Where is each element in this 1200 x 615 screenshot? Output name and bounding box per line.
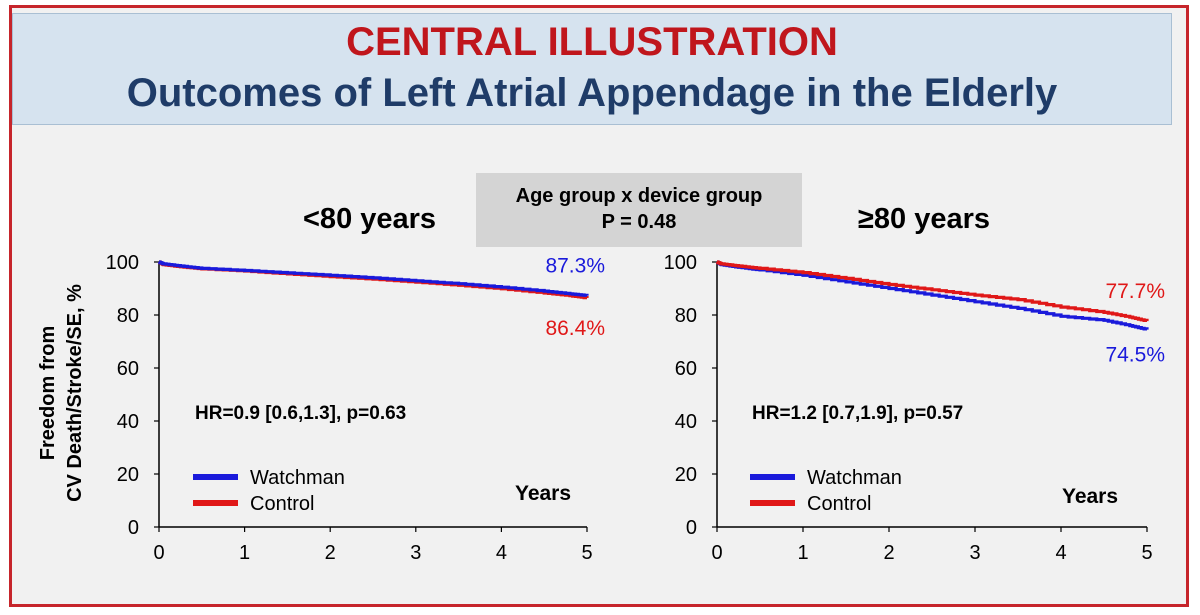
y-tick-label: 80 [117,305,139,327]
y-tick-label: 20 [675,464,697,486]
end-label-control: 77.7% [1105,280,1165,303]
y-tick-label: 60 [675,358,697,380]
x-axis-title: Years [1062,485,1118,508]
header-banner: CENTRAL ILLUSTRATION Outcomes of Left At… [12,13,1172,125]
y-tick-label: 0 [128,517,139,539]
x-tick-label: 0 [711,542,722,564]
series-line-watchman [716,260,1149,331]
x-tick-label: 1 [239,542,250,564]
x-tick-label: 5 [1141,542,1152,564]
end-label-watchman: 87.3% [545,255,605,278]
end-label-control: 86.4% [545,317,605,340]
series-line-watchman [158,260,589,297]
hazard-ratio-annotation: HR=0.9 [0.6,1.3], p=0.63 [195,403,406,424]
y-tick-label: 0 [686,517,697,539]
x-tick-label: 4 [1055,542,1066,564]
x-tick-label: 3 [969,542,980,564]
header-title: CENTRAL ILLUSTRATION [346,20,838,64]
y-tick-label: 20 [117,464,139,486]
panel-title-under80: <80 years [303,203,437,235]
legend-label-watchman: Watchman [250,467,345,489]
x-tick-label: 4 [496,542,507,564]
series-line-control [158,260,589,300]
ylabel-line1: Freedom from [37,326,59,460]
x-axis-title: Years [515,482,571,505]
y-tick-label: 80 [675,305,697,327]
y-tick-label: 60 [117,358,139,380]
x-tick-label: 0 [153,542,164,564]
x-tick-label: 1 [797,542,808,564]
series-line-control [716,260,1149,322]
y-tick-label: 100 [664,252,697,274]
x-tick-label: 2 [325,542,336,564]
chart-panel-0: 0 20 40 60 80 100 0 1 2 3 4 5 87.3% 86.4% HR=0.9 [0.6,… [106,252,605,564]
y-tick-label: 100 [106,252,139,274]
legend-label-control: Control [807,493,871,515]
panel-title-over80: ≥80 years [858,203,991,235]
x-tick-label: 3 [410,542,421,564]
interaction-label: Age group x device group [515,185,763,207]
ylabel-line2: CV Death/Stroke/SE, % [64,284,86,502]
x-tick-label: 2 [883,542,894,564]
end-label-watchman: 74.5% [1105,344,1165,367]
interaction-p-value: P = 0.48 [601,211,677,233]
x-tick-label: 5 [581,542,592,564]
y-tick-label: 40 [117,411,139,433]
legend-label-watchman: Watchman [807,467,902,489]
header-subtitle: Outcomes of Left Atrial Appendage in the… [126,71,1058,115]
interaction-p-box: Age group x device group P = 0.48 [476,173,802,247]
y-tick-label: 40 [675,411,697,433]
legend-label-control: Control [250,493,314,515]
hazard-ratio-annotation: HR=1.2 [0.7,1.9], p=0.57 [752,403,963,424]
chart-panel-1: 0 20 40 60 80 100 0 1 2 3 4 5 74.5% 77.7% HR=1.2 [0.7,… [664,252,1165,564]
